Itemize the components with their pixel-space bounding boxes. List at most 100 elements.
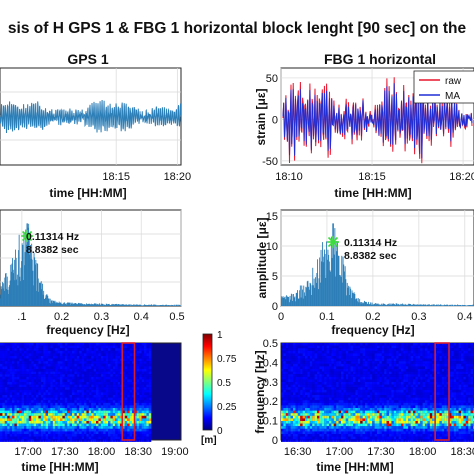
fbg-spectrogram-cell — [379, 366, 382, 370]
gps-spectrogram-cell — [141, 353, 145, 357]
gps-spectrogram-cell — [100, 418, 104, 422]
gps-spectrum-bar — [98, 304, 100, 306]
gps-spectrogram-cell — [129, 345, 133, 349]
gps-spectrogram-cell — [132, 421, 135, 424]
gps-spectrum-bar — [8, 286, 10, 306]
fbg-spectrum-bar — [348, 285, 350, 306]
gps-spectrum-bar — [92, 304, 93, 306]
gps-spectrogram-cell — [122, 423, 125, 427]
fbg-spectrum-bar — [309, 282, 311, 306]
gps-spectrogram-cell — [127, 382, 130, 385]
fbg-spectrogram-cell — [458, 348, 462, 351]
fbg-spectrogram-cell — [357, 379, 361, 383]
fbg-spectrogram-cell — [463, 348, 466, 351]
gps-spectrogram-cell — [24, 431, 27, 435]
gps-spectrogram-cell — [132, 382, 135, 385]
gps-spectrogram-cell — [14, 405, 17, 409]
gps-spectrogram-cell — [76, 439, 80, 442]
gps-spectrogram-cell — [127, 369, 130, 372]
fbg-spectrum-bar — [417, 304, 419, 306]
gps-spectrogram-cell — [2, 350, 5, 354]
gps-spectrum-bar — [74, 303, 76, 306]
gps-spectrogram-cell — [124, 410, 128, 414]
fbg-spectrogram-cell — [300, 395, 303, 398]
gps-spectrogram-cell — [50, 405, 53, 409]
fbg-spectrogram-cell — [401, 387, 404, 390]
gps-spectrogram-cell — [105, 348, 109, 351]
gps-spectrogram-cell — [117, 353, 121, 357]
fbg-spectrogram-cell — [415, 387, 418, 390]
gps-spectrogram-cell — [129, 350, 133, 354]
fbg-spectrogram-cell — [425, 374, 428, 377]
fbg-spectrogram-cell — [461, 348, 464, 351]
fbg-spectrum-bar — [396, 303, 398, 306]
fbg-spectrogram-cell — [343, 361, 346, 364]
gps-spectrogram-cell — [4, 436, 8, 440]
fbg-spectrogram-cell — [295, 371, 298, 375]
fbg-spectrogram-cell — [288, 387, 291, 390]
gps-spectrogram-cell — [127, 361, 130, 364]
gps-spectrogram-cell — [117, 434, 121, 437]
gps-spectrogram-cell — [124, 369, 128, 372]
fbg-spectrogram-cell — [384, 395, 387, 398]
fbg-spectrogram-cell — [379, 397, 382, 401]
gps-spectrogram-cell — [134, 358, 137, 362]
gps-spectrogram-cell — [50, 376, 53, 380]
gps-spectrogram-cell — [4, 408, 8, 411]
gps-spectrogram-cell — [64, 402, 68, 406]
gps-spectrum-bar — [159, 305, 161, 306]
gps-spectrogram-cell — [84, 413, 87, 416]
fbg-spectrogram-cell — [321, 363, 325, 367]
gps-spectrogram-cell — [12, 402, 15, 406]
gps-spectrogram-cell — [31, 418, 34, 422]
gps-spectrogram-cell — [31, 426, 34, 429]
fbg-spectrogram-cell — [461, 371, 464, 375]
gps-spectrogram-cell — [146, 421, 149, 424]
fbg-spectrogram-cell — [319, 371, 322, 375]
fbg-spectrogram-cell — [341, 397, 344, 401]
fbg-spectrogram-cell — [329, 350, 332, 354]
fbg-spectrogram-cell — [417, 397, 421, 401]
gps-spectrogram-cell — [144, 434, 147, 437]
fbg-spectrogram-cell — [293, 350, 296, 354]
fbg-spectrum-bar — [328, 254, 330, 306]
gps-spectrogram-cell — [28, 389, 32, 393]
gps-spectrogram-cell — [69, 392, 73, 396]
gps-spectrogram-cell — [81, 405, 85, 409]
gps-spectrogram-cell — [76, 350, 80, 354]
gps-spectrogram-cell — [96, 418, 99, 422]
fbg-spectrogram-cell — [441, 376, 445, 380]
fbg-spectrum-bar — [452, 305, 454, 306]
fbg-spectrum-bar — [286, 295, 287, 306]
gps-spectrogram-cell — [7, 431, 10, 435]
gps-spectrogram-cell — [81, 384, 85, 388]
legend-raw-label: raw — [445, 76, 462, 87]
gps-spectrogram-cell — [12, 392, 15, 396]
fbg-spectrogram-cell — [319, 366, 322, 370]
gps-spectrogram-cell — [98, 379, 101, 383]
fbg-spectrogram-cell — [456, 392, 459, 396]
fbg-spectrogram-cell — [391, 374, 394, 377]
gps-spectrogram-cell — [50, 397, 53, 401]
fbg-spectrogram-cell — [300, 374, 303, 377]
fbg-spectrogram-cell — [420, 356, 423, 359]
gps-spectrogram-cell — [2, 374, 5, 377]
gps-spectrogram-cell — [50, 426, 53, 429]
gps-spectrogram-cell — [40, 415, 44, 419]
fbg-spectrogram-cell — [357, 366, 361, 370]
fbg-spectrogram-cell — [331, 402, 334, 406]
fbg-spectrogram-cell — [461, 366, 464, 370]
fbg-spectrum-bar — [321, 261, 323, 306]
gps-spectrogram-cell — [57, 345, 61, 349]
fbg-spectrogram-cell — [405, 345, 409, 349]
gps-spectrogram-cell — [86, 356, 89, 359]
gps-spectrum-bar — [143, 305, 145, 306]
fbg-spectrogram-cell — [341, 343, 344, 346]
gps-spectrogram-cell — [28, 428, 32, 432]
fbg-spectrogram-cell — [449, 395, 452, 398]
fbg-spectrogram-cell — [331, 353, 334, 357]
gps-spectrogram-cell — [100, 397, 104, 401]
fbg-spectrogram-cell — [329, 387, 332, 390]
gps-spectrum-bar — [80, 304, 82, 306]
gps-spectrum-bar — [164, 305, 166, 306]
